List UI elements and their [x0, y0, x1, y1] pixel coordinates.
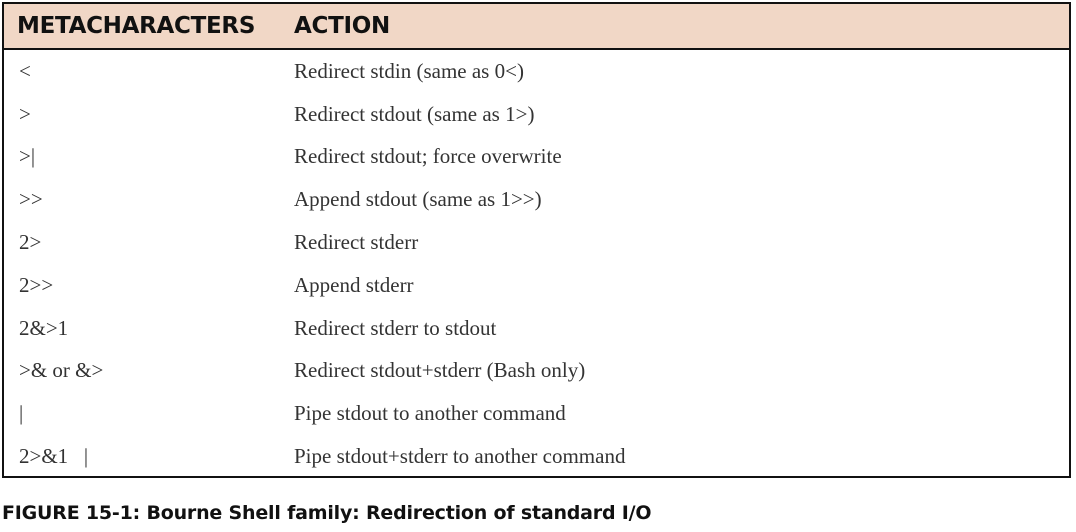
- metacharacter-cell: >|: [19, 144, 36, 169]
- table-header-row: METACHARACTERS ACTION: [4, 4, 1069, 50]
- metacharacter-cell: >>: [19, 187, 43, 212]
- metacharacter-cell: |: [19, 401, 24, 426]
- action-cell: Redirect stderr: [294, 230, 419, 255]
- table-row: >& or &> Redirect stdout+stderr (Bash on…: [4, 350, 1069, 393]
- table-row: >> Append stdout (same as 1>>): [4, 178, 1069, 221]
- table-row: | Pipe stdout to another command: [4, 392, 1069, 435]
- action-cell: Append stderr: [294, 272, 414, 297]
- action-cell: Redirect stdout (same as 1>): [294, 101, 535, 126]
- action-cell: Append stdout (same as 1>>): [294, 187, 542, 212]
- action-cell: Redirect stderr to stdout: [294, 315, 497, 340]
- table-row: 2&>1 Redirect stderr to stdout: [4, 307, 1069, 350]
- figure-caption: FIGURE 15-1: Bourne Shell family: Redire…: [2, 502, 652, 524]
- table-row: 2>> Append stderr: [4, 264, 1069, 307]
- table-row: < Redirect stdin (same as 0<): [4, 50, 1069, 93]
- action-cell: Redirect stdout+stderr (Bash only): [294, 358, 586, 383]
- redirection-table: METACHARACTERS ACTION < Redirect stdin (…: [2, 2, 1071, 478]
- metacharacter-cell: 2>>: [19, 272, 54, 297]
- action-cell: Redirect stdin (same as 0<): [294, 58, 524, 83]
- metacharacter-cell: 2>: [19, 230, 42, 255]
- table-row: > Redirect stdout (same as 1>): [4, 93, 1069, 136]
- figure-label: FIGURE 15-1:: [2, 502, 141, 524]
- table-row: >| Redirect stdout; force overwrite: [4, 136, 1069, 179]
- metacharacter-cell: <: [19, 58, 31, 83]
- action-cell: Pipe stdout to another command: [294, 401, 566, 426]
- metacharacter-cell: 2&>1: [19, 315, 69, 340]
- action-cell: Redirect stdout; force overwrite: [294, 144, 562, 169]
- metacharacter-cell: >& or &>: [19, 358, 104, 383]
- header-action: ACTION: [294, 13, 390, 39]
- figure-title: Bourne Shell family: Redirection of stan…: [146, 502, 652, 524]
- table-row: 2> Redirect stderr: [4, 221, 1069, 264]
- action-cell: Pipe stdout+stderr to another command: [294, 444, 626, 469]
- metacharacter-cell: >: [19, 101, 31, 126]
- table-row: 2>&1 | Pipe stdout+stderr to another com…: [4, 435, 1069, 478]
- metacharacter-cell: 2>&1 |: [19, 444, 89, 469]
- header-metacharacters: METACHARACTERS: [17, 13, 256, 39]
- table-body: < Redirect stdin (same as 0<) > Redirect…: [4, 50, 1069, 478]
